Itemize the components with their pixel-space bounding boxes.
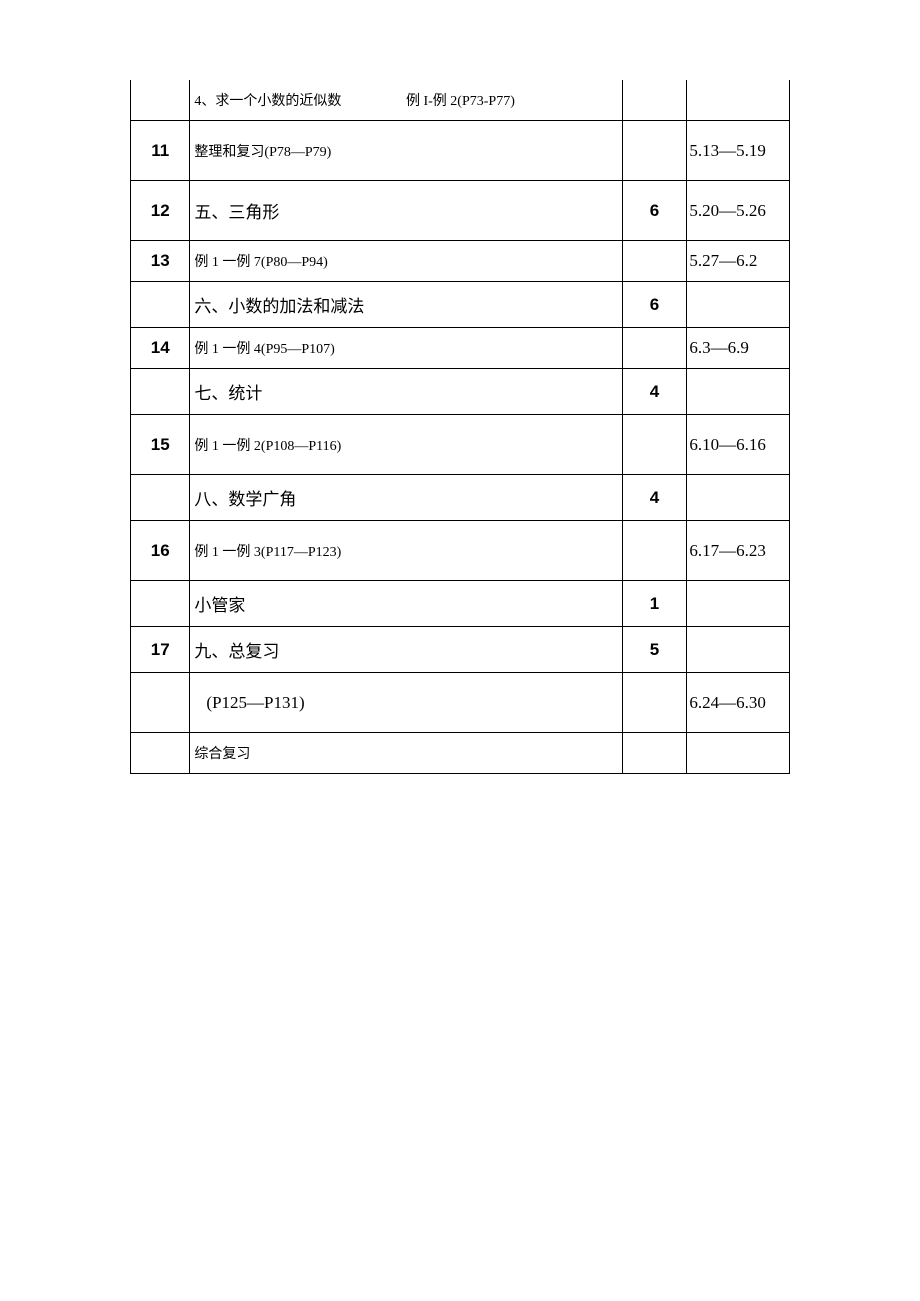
date-cell — [687, 282, 790, 328]
content-left: 4、求一个小数的近似数 — [194, 90, 406, 110]
content-cell: 七、统计 — [190, 369, 622, 415]
table-row: 七、统计 4 — [131, 369, 790, 415]
hours-cell: 1 — [622, 581, 687, 627]
content-cell: 小管家 — [190, 581, 622, 627]
week-cell: 13 — [131, 241, 190, 282]
week-cell — [131, 475, 190, 521]
table-row: 12 五、三角形 6 5.20—5.26 — [131, 181, 790, 241]
week-cell — [131, 80, 190, 121]
week-cell: 17 — [131, 627, 190, 673]
table-row: 小管家 1 — [131, 581, 790, 627]
week-cell — [131, 733, 190, 774]
table-row: 11 整理和复习(P78—P79) 5.13—5.19 — [131, 121, 790, 181]
week-cell: 15 — [131, 415, 190, 475]
date-cell — [687, 627, 790, 673]
week-cell: 11 — [131, 121, 190, 181]
table-row: 17 九、总复习 5 — [131, 627, 790, 673]
table-row: 4、求一个小数的近似数 例 I-例 2(P73-P77) — [131, 80, 790, 121]
date-cell: 5.13—5.19 — [687, 121, 790, 181]
content-cell: 九、总复习 — [190, 627, 622, 673]
hours-cell — [622, 673, 687, 733]
date-cell — [687, 369, 790, 415]
hours-cell — [622, 241, 687, 282]
hours-cell — [622, 733, 687, 774]
table-row: 八、数学广角 4 — [131, 475, 790, 521]
date-cell: 6.3—6.9 — [687, 328, 790, 369]
hours-cell — [622, 415, 687, 475]
date-cell — [687, 80, 790, 121]
hours-cell: 5 — [622, 627, 687, 673]
hours-cell: 6 — [622, 181, 687, 241]
content-right: 例 I-例 2(P73-P77) — [406, 90, 618, 110]
date-cell — [687, 475, 790, 521]
table-row: 14 例 1 一例 4(P95—P107) 6.3—6.9 — [131, 328, 790, 369]
hours-cell: 6 — [622, 282, 687, 328]
hours-cell: 4 — [622, 475, 687, 521]
content-cell: 例 1 一例 2(P108—P116) — [190, 415, 622, 475]
content-cell: 六、小数的加法和减法 — [190, 282, 622, 328]
date-cell — [687, 581, 790, 627]
date-cell: 5.20—5.26 — [687, 181, 790, 241]
content-cell: 整理和复习(P78—P79) — [190, 121, 622, 181]
date-cell: 6.17—6.23 — [687, 521, 790, 581]
hours-cell — [622, 521, 687, 581]
content-cell: 例 1 一例 4(P95—P107) — [190, 328, 622, 369]
hours-cell — [622, 121, 687, 181]
table-row: 15 例 1 一例 2(P108—P116) 6.10—6.16 — [131, 415, 790, 475]
date-cell: 5.27—6.2 — [687, 241, 790, 282]
date-cell: 6.10—6.16 — [687, 415, 790, 475]
table-row: 13 例 1 一例 7(P80—P94) 5.27—6.2 — [131, 241, 790, 282]
week-cell: 16 — [131, 521, 190, 581]
hours-cell — [622, 80, 687, 121]
content-cell: 八、数学广角 — [190, 475, 622, 521]
table-row: 综合复习 — [131, 733, 790, 774]
table-row: 六、小数的加法和减法 6 — [131, 282, 790, 328]
table-row: 16 例 1 一例 3(P117—P123) 6.17—6.23 — [131, 521, 790, 581]
table-row: (P125—P131) 6.24—6.30 — [131, 673, 790, 733]
week-cell — [131, 581, 190, 627]
content-cell: (P125—P131) — [190, 673, 622, 733]
week-cell: 12 — [131, 181, 190, 241]
week-cell — [131, 369, 190, 415]
week-cell — [131, 673, 190, 733]
content-cell: 4、求一个小数的近似数 例 I-例 2(P73-P77) — [190, 80, 622, 121]
content-cell: 例 1 一例 7(P80—P94) — [190, 241, 622, 282]
week-cell: 14 — [131, 328, 190, 369]
schedule-table: 4、求一个小数的近似数 例 I-例 2(P73-P77) 11 整理和复习(P7… — [130, 80, 790, 774]
hours-cell — [622, 328, 687, 369]
content-cell: 综合复习 — [190, 733, 622, 774]
content-cell: 五、三角形 — [190, 181, 622, 241]
date-cell — [687, 733, 790, 774]
date-cell: 6.24—6.30 — [687, 673, 790, 733]
week-cell — [131, 282, 190, 328]
content-cell: 例 1 一例 3(P117—P123) — [190, 521, 622, 581]
hours-cell: 4 — [622, 369, 687, 415]
